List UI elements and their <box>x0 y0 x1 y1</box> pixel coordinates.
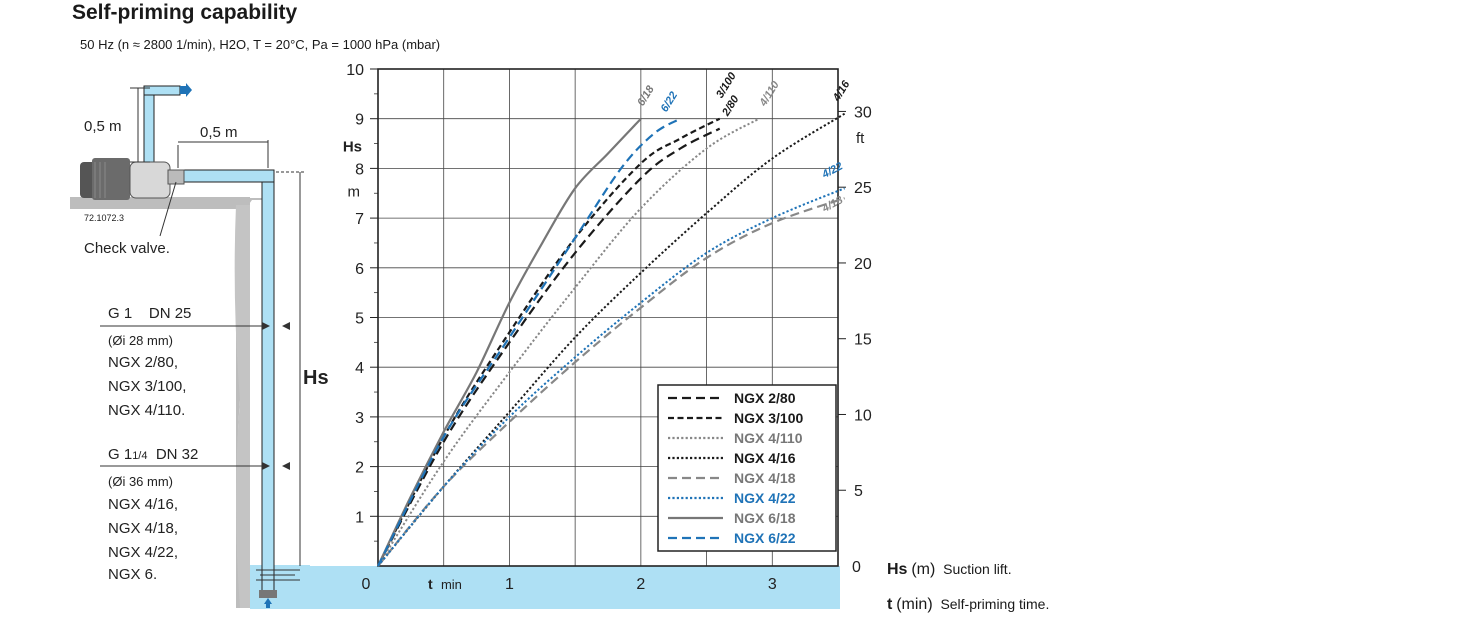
y2-tick-label: 5 <box>854 483 863 500</box>
series-tag: 4/22 <box>819 160 844 181</box>
footnote-symbol: t <box>887 596 893 613</box>
y-tick-label: 2 <box>355 460 364 477</box>
group2-model: NGX 4/22, <box>108 544 179 561</box>
x-tick-label: 1 <box>505 576 514 593</box>
series-tag: 4/110 <box>757 79 782 110</box>
group1-pipe-size: G 1 <box>108 305 133 322</box>
series-tag: 4/16 <box>830 78 853 104</box>
group1-pipe: G 1 DN 25 <box>108 305 191 322</box>
footnote-text: Self-priming time. <box>940 596 1050 612</box>
series-tag: 6/22 <box>659 90 681 115</box>
x-tick-label: 0 <box>362 576 371 593</box>
y2-tick-label: 20 <box>854 256 872 273</box>
legend-entry: NGX 3/100 <box>734 410 803 426</box>
legend-entry: NGX 6/18 <box>734 510 796 526</box>
y2-axis-unit: ft <box>856 130 865 147</box>
horizontal-length-label: 0,5 m <box>200 124 238 141</box>
legend-entry: NGX 4/22 <box>734 490 796 506</box>
x-axis-band <box>310 566 840 609</box>
chart-ticks: 1 2 3 4 5 6 7 8 9 10 Hs m 5 10 15 20 25 30 ft 0 0 1 2 3 t min <box>343 62 872 593</box>
series-line <box>377 112 846 567</box>
y-tick-label: 6 <box>355 261 364 278</box>
y-tick-label: 7 <box>355 211 364 228</box>
series-line <box>377 127 721 567</box>
y-tick-label: 10 <box>346 62 364 79</box>
x-tick-label: 3 <box>768 576 777 593</box>
footnote-symbol: Hs <box>887 561 908 578</box>
legend-entry: NGX 2/80 <box>734 390 796 406</box>
y2-tick-label: 10 <box>854 407 872 424</box>
chart-curve-tags: 2/803/100 4/110 4/164/184/226/18 6/22 <box>635 70 853 215</box>
legend-entry: NGX 4/18 <box>734 470 796 486</box>
footnote-t: t (min) Self-priming time. <box>887 596 1049 614</box>
legend-entry: NGX 6/22 <box>734 530 796 546</box>
footnote-text: Suction lift. <box>943 561 1012 577</box>
discharge-height-label: 0,5 m <box>84 118 122 135</box>
flow-in-arrow-icon <box>264 598 272 608</box>
y-axis-label: Hs <box>343 138 362 155</box>
conditions-subtitle: 50 Hz (n ≈ 2800 1/min), H2O, T = 20°C, P… <box>80 37 441 52</box>
group2-pipe-fraction: 1/4 <box>132 450 148 462</box>
series-line <box>377 117 760 567</box>
group1-model: NGX 3/100, <box>108 378 187 395</box>
legend-entry: NGX 4/16 <box>734 450 796 466</box>
y-tick-label: 8 <box>355 161 364 178</box>
x-axis-label: t <box>428 576 433 592</box>
series-line <box>377 187 845 567</box>
flow-out-arrow-icon <box>180 83 192 97</box>
installation-diagram <box>70 83 310 609</box>
group1-model: NGX 4/110. <box>108 402 186 419</box>
group2-dn: DN 32 <box>155 446 199 463</box>
group2-pipe: G 11/4 DN 32 <box>108 446 198 463</box>
group2-model: NGX 4/18, <box>108 520 179 537</box>
y-tick-label: 5 <box>355 311 364 328</box>
chart-curves <box>377 112 846 567</box>
group2-diameter: (Øi 36 mm) <box>108 474 173 489</box>
series-line <box>377 117 681 567</box>
legend-entry: NGX 4/110 <box>734 430 803 446</box>
y2-tick-label: 0 <box>852 559 861 576</box>
x-tick-label: 2 <box>636 576 645 593</box>
footnote-unit: (min) <box>896 596 933 613</box>
y-tick-label: 9 <box>355 112 364 129</box>
series-line <box>377 117 642 567</box>
water-tank <box>250 565 310 609</box>
series-tag: 6/18 <box>635 83 657 108</box>
check-valve-label: Check valve. <box>84 240 170 257</box>
group2-model: NGX 6. <box>108 566 158 583</box>
x-axis-unit: min <box>441 577 462 592</box>
part-number: 72.1072.3 <box>84 213 125 223</box>
group1-dn: DN 25 <box>148 305 192 322</box>
y-axis-unit: m <box>348 183 361 200</box>
y-tick-label: 4 <box>355 360 364 377</box>
chart-legend: NGX 2/80 NGX 3/100 NGX 4/110 NGX 4/16 NGX 4/… <box>657 384 837 552</box>
page-title: Self-priming capability <box>72 1 298 24</box>
y-tick-label: 1 <box>355 509 364 526</box>
y-tick-label: 3 <box>355 410 364 427</box>
hs-dimension-label: Hs <box>303 367 329 389</box>
footnote-unit: (m) <box>911 561 936 578</box>
group2-model: NGX 4/16, <box>108 496 179 513</box>
group2-pipe-size: G 1 <box>108 446 133 463</box>
series-tag: 3/100 <box>714 70 739 100</box>
legend-box <box>657 384 837 552</box>
y2-tick-label: 25 <box>854 180 872 197</box>
footnote-hs: Hs (m) Suction lift. <box>887 561 1012 579</box>
y2-tick-label: 30 <box>854 104 872 121</box>
group1-model: NGX 2/80, <box>108 354 179 371</box>
y2-tick-label: 15 <box>854 332 872 349</box>
group1-diameter: (Øi 28 mm) <box>108 333 173 348</box>
